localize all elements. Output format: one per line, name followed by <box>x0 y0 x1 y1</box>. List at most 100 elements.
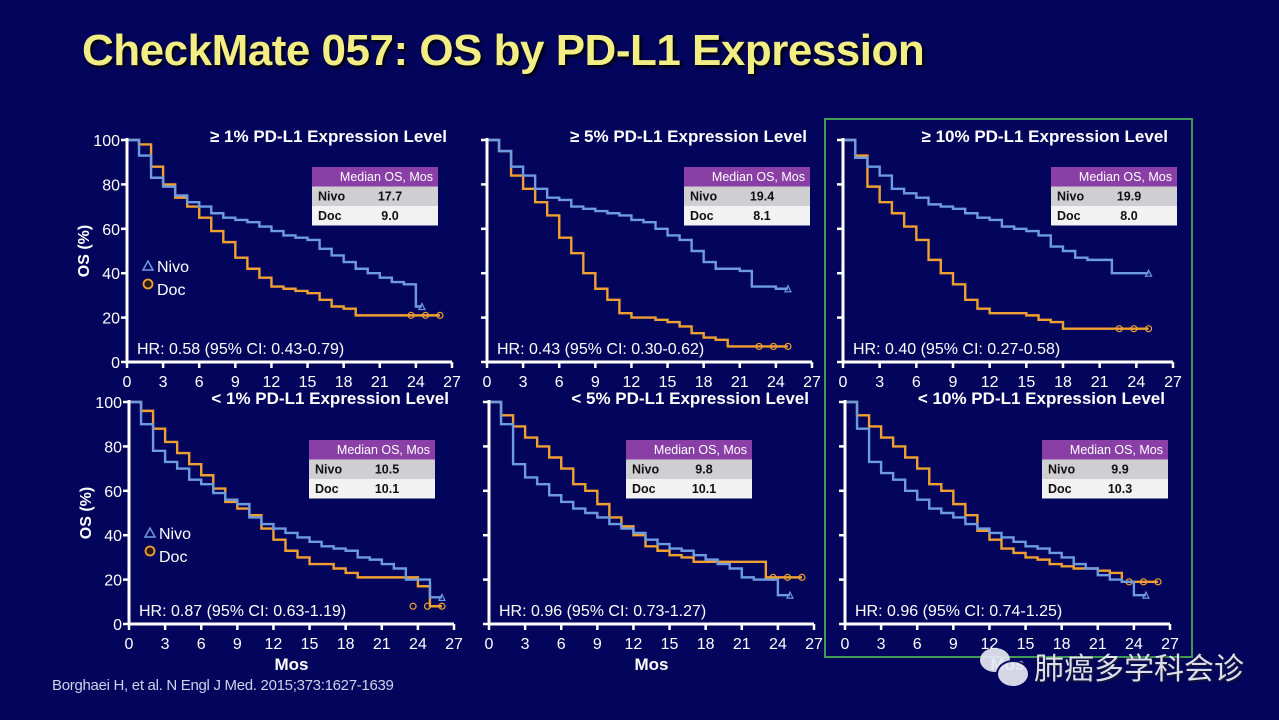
watermark: 肺癌多学科会诊 <box>980 644 1244 688</box>
table-row-bg <box>309 479 435 499</box>
table-arm: Doc <box>1057 209 1081 223</box>
x-tick-label: 3 <box>159 374 168 391</box>
y-tick-label: 40 <box>102 266 120 283</box>
y-tick-label: 60 <box>102 222 120 239</box>
x-tick-label: 15 <box>301 636 319 653</box>
y-tick-label: 80 <box>102 177 120 194</box>
censor-mark-doc <box>798 573 806 581</box>
series-line-nivo <box>845 400 1146 597</box>
x-tick-label: 12 <box>623 374 641 391</box>
table-row-bg <box>1051 186 1177 206</box>
table-arm: Nivo <box>690 190 717 204</box>
table-header-bg <box>626 440 752 460</box>
median-os-table: Median OS, Mos Nivo 19.9 Doc 8.0 <box>1051 167 1177 226</box>
y-tick-label: 100 <box>93 133 120 150</box>
table-arm: Doc <box>690 209 714 223</box>
x-tick-label: 9 <box>231 374 240 391</box>
censor-mark-doc <box>1115 325 1123 333</box>
table-value: 10.3 <box>1108 482 1132 496</box>
table-value: 9.0 <box>381 209 398 223</box>
table-row-bg <box>1051 206 1177 226</box>
table-header: Median OS, Mos <box>654 443 747 457</box>
table-header: Median OS, Mos <box>337 443 430 457</box>
x-tick-label: 21 <box>1091 374 1109 391</box>
panel-title: < 5% PD-L1 Expression Level <box>571 389 809 408</box>
legend-nivo-icon <box>141 259 155 271</box>
censor-mark-nivo <box>417 302 426 311</box>
x-axis-label: Mos <box>275 655 309 674</box>
median-os-table: Median OS, Mos Nivo 9.9 Doc 10.3 <box>1042 440 1168 499</box>
table-row-bg <box>626 479 752 499</box>
table-arm: Nivo <box>318 190 345 204</box>
table-value: 17.7 <box>378 190 402 204</box>
legend-doc-label: Doc <box>157 282 185 299</box>
x-tick-label: 9 <box>949 374 958 391</box>
censor-mark-doc <box>423 602 432 610</box>
table-row-bg <box>626 459 752 479</box>
x-tick-label: 9 <box>593 636 602 653</box>
table-value: 10.5 <box>375 463 399 477</box>
x-tick-label: 12 <box>263 374 281 391</box>
table-row-bg <box>312 186 438 206</box>
table-arm: Nivo <box>315 463 342 477</box>
censor-mark-doc <box>755 342 763 351</box>
x-tick-label: 21 <box>733 636 751 653</box>
x-tick-label: 6 <box>197 636 206 653</box>
table-value: 10.1 <box>692 482 716 496</box>
x-tick-label: 3 <box>161 636 170 653</box>
censor-mark-doc <box>1154 578 1162 586</box>
censor-mark-doc <box>409 602 417 610</box>
x-tick-label: 6 <box>913 636 922 653</box>
x-tick-label: 18 <box>697 636 715 653</box>
x-tick-label: 15 <box>659 374 677 391</box>
hr-annotation: HR: 0.58 (95% CI: 0.43-0.79) <box>137 341 344 358</box>
table-header-bg <box>309 440 435 460</box>
x-tick-label: 9 <box>591 374 600 391</box>
x-tick-label: 0 <box>483 374 492 391</box>
table-value: 10.1 <box>375 482 399 496</box>
censor-mark-nivo <box>1141 590 1150 599</box>
table-header: Median OS, Mos <box>712 170 805 184</box>
hr-annotation: HR: 0.40 (95% CI: 0.27-0.58) <box>853 341 1060 358</box>
table-row-bg <box>1042 459 1168 479</box>
series-line-nivo <box>489 400 790 597</box>
table-header: Median OS, Mos <box>340 170 433 184</box>
x-tick-label: 18 <box>1054 374 1072 391</box>
x-tick-label: 15 <box>661 636 679 653</box>
x-tick-label: 18 <box>337 636 355 653</box>
x-tick-label: 3 <box>877 636 886 653</box>
table-value: 19.4 <box>750 190 774 204</box>
y-tick-label: 60 <box>104 484 122 501</box>
table-arm: Nivo <box>632 463 659 477</box>
table-arm: Doc <box>632 482 656 496</box>
x-tick-label: 0 <box>841 636 850 653</box>
censor-mark-doc <box>1139 578 1148 586</box>
table-arm: Doc <box>318 209 342 223</box>
x-tick-label: 0 <box>485 636 494 653</box>
table-header-bg <box>312 167 438 187</box>
wechat-icon <box>980 646 1030 688</box>
table-value: 19.9 <box>1117 190 1141 204</box>
table-row-bg <box>684 186 810 206</box>
x-tick-label: 0 <box>123 374 132 391</box>
x-tick-label: 21 <box>373 636 391 653</box>
series-line-doc <box>843 138 1149 330</box>
series-line-doc <box>487 138 788 348</box>
x-tick-label: 24 <box>409 636 427 653</box>
y-tick-label: 100 <box>95 395 122 412</box>
watermark-text: 肺癌多学科会诊 <box>1034 652 1244 687</box>
table-arm: Doc <box>1048 482 1072 496</box>
censor-mark-nivo <box>437 593 446 601</box>
y-tick-label: 0 <box>111 355 120 372</box>
table-row-bg <box>312 206 438 226</box>
censor-mark-doc <box>1144 325 1153 333</box>
censor-mark-nivo <box>783 284 792 293</box>
hr-annotation: HR: 0.87 (95% CI: 0.63-1.19) <box>139 603 346 620</box>
hr-annotation: HR: 0.43 (95% CI: 0.30-0.62) <box>497 341 704 358</box>
x-tick-label: 3 <box>521 636 530 653</box>
x-tick-label: 12 <box>265 636 283 653</box>
x-tick-label: 0 <box>839 374 848 391</box>
slide-title: CheckMate 057: OS by PD-L1 Expression <box>82 26 925 75</box>
